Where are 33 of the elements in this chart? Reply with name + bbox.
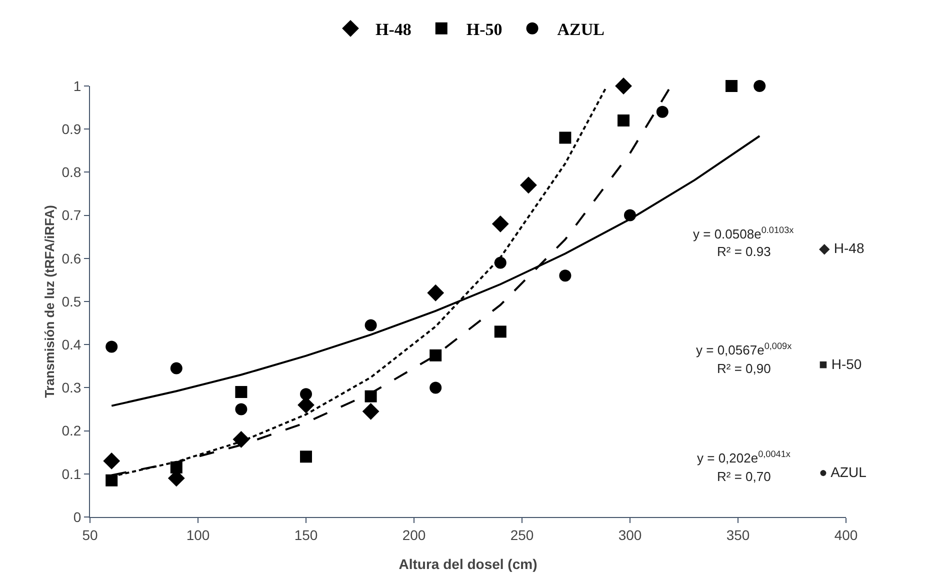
annotation: ● AZUL (819, 464, 867, 480)
annotation: y = 0.0508e$^{0.0103x}$ (693, 225, 794, 242)
y-tick-label: 0.6 (62, 250, 82, 266)
y-tick-label: 0.2 (62, 422, 82, 439)
y-tick-label: 0 (73, 508, 82, 525)
y-tick-label: 0.3 (62, 380, 82, 396)
x-tick-label: 150 (294, 526, 318, 543)
y-tick-label: 0.9 (62, 121, 82, 137)
y-tick-label: 0.5 (62, 293, 82, 310)
x-axis-title: Altura del dosel (cm) (398, 556, 538, 572)
y-tick-label: 0.7 (62, 207, 82, 224)
x-tick-label: 300 (618, 526, 642, 543)
x-tick-label: 400 (834, 526, 858, 543)
annotation: R² = 0,70 (717, 469, 771, 484)
y-tick-label: 1 (73, 78, 82, 94)
x-tick-label: 200 (402, 526, 426, 543)
y-tick-label: 0.1 (62, 466, 82, 482)
y-axis-title: Transmisión de luz (tRFA/iRFA) (42, 205, 57, 398)
legend-label: AZUL (557, 20, 605, 40)
legend-label: H-50 (466, 20, 502, 40)
x-tick-label: 50 (82, 526, 98, 543)
annotation: R² = 0.93 (717, 244, 771, 259)
x-tick-label: 100 (186, 526, 210, 543)
annotation: R² = 0,90 (717, 361, 771, 376)
x-tick-label: 350 (726, 526, 750, 543)
legend-label: H-48 (376, 20, 412, 40)
y-tick-label: 0.4 (62, 336, 82, 352)
annotation: y = 0,202e$^{0,0041x}$ (697, 449, 791, 466)
y-tick-label: 0.8 (62, 164, 82, 180)
annotation: ◆ H-48 (819, 240, 864, 256)
annotation: ■ H-50 (819, 356, 862, 372)
x-tick-label: 250 (510, 526, 534, 543)
annotation: y = 0,0567e$^{0,009x}$ (696, 341, 792, 358)
